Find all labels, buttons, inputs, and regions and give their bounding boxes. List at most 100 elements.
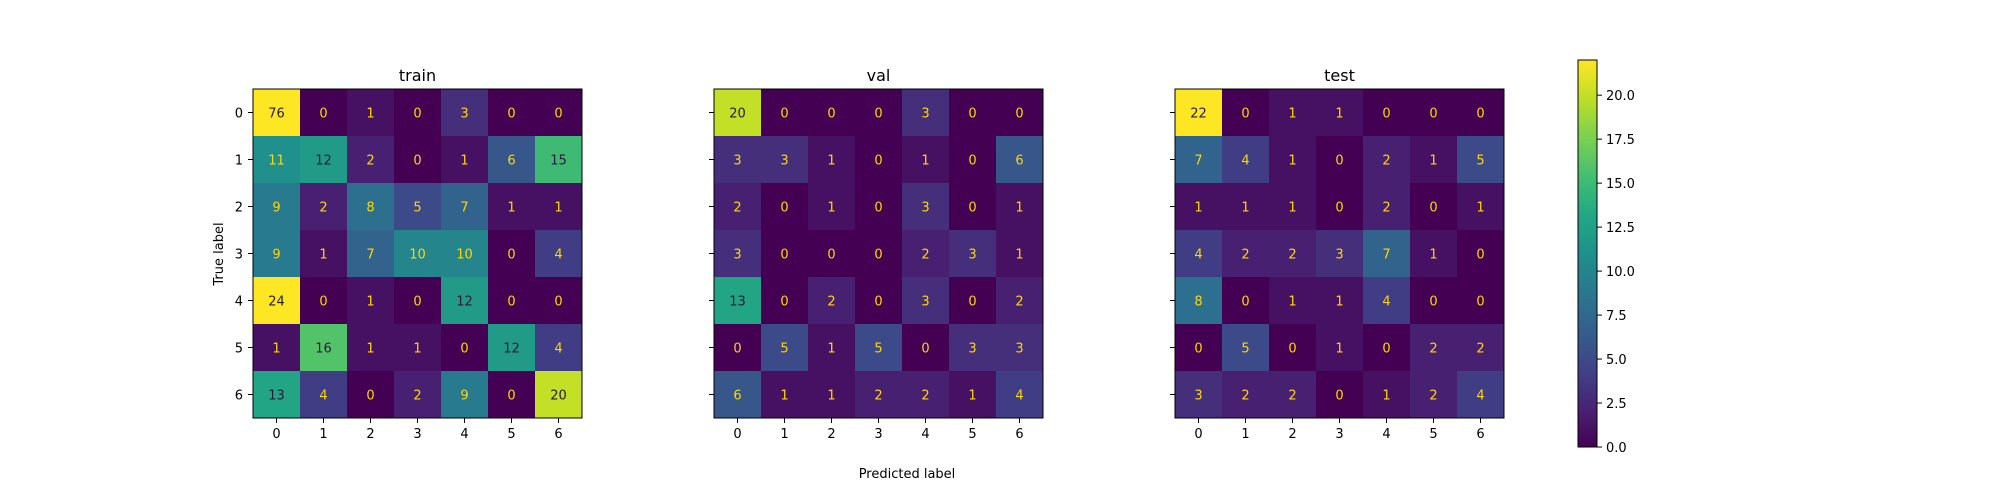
y-tick-label: 4 xyxy=(235,295,243,310)
cell-value-label: 0 xyxy=(968,201,976,216)
heatmap-cell xyxy=(1457,183,1504,230)
y-tick-label: 6 xyxy=(235,389,243,404)
heatmap-cell xyxy=(1269,136,1316,183)
heatmap-cell xyxy=(996,371,1043,418)
cell-value-label: 1 xyxy=(366,342,374,357)
cell-value-label: 2 xyxy=(366,154,374,169)
heatmap-cell xyxy=(535,277,582,324)
heatmap-cell xyxy=(488,136,535,183)
cell-value-label: 0 xyxy=(1382,342,1390,357)
cell-value-label: 0 xyxy=(1429,201,1437,216)
cell-value-label: 0 xyxy=(827,248,835,263)
colorbar-tick-label: 17.5 xyxy=(1606,133,1635,148)
cell-value-label: 1 xyxy=(366,107,374,122)
heatmap-cell xyxy=(300,277,347,324)
x-tick-label: 6 xyxy=(1015,427,1023,442)
heatmap-cell xyxy=(1175,371,1222,418)
cell-value-label: 1 xyxy=(1429,248,1437,263)
x-tick-label: 0 xyxy=(733,427,741,442)
colorbar-tick-label: 20.0 xyxy=(1606,89,1635,104)
heatmap-cell xyxy=(347,371,394,418)
y-tick-label: 5 xyxy=(235,342,243,357)
x-tick-label: 5 xyxy=(507,427,515,442)
heatmap-cell xyxy=(1457,89,1504,136)
colorbar-tick-label: 2.5 xyxy=(1606,397,1627,412)
heatmap-cell xyxy=(1457,277,1504,324)
cell-value-label: 0 xyxy=(1288,342,1296,357)
heatmap-cell xyxy=(902,183,949,230)
cell-value-label: 5 xyxy=(1476,154,1484,169)
heatmap-cell xyxy=(394,183,441,230)
cell-value-label: 0 xyxy=(507,389,515,404)
cell-value-label: 1 xyxy=(968,389,976,404)
cell-value-label: 7 xyxy=(1194,154,1202,169)
heatmap-cell xyxy=(996,183,1043,230)
x-tick-label: 2 xyxy=(1288,427,1296,442)
cell-value-label: 0 xyxy=(968,295,976,310)
cell-value-label: 12 xyxy=(503,342,520,357)
x-tick-label: 6 xyxy=(554,427,562,442)
heatmap-cell xyxy=(1410,324,1457,371)
cell-value-label: 13 xyxy=(268,389,285,404)
cell-value-label: 2 xyxy=(1476,342,1484,357)
cell-value-label: 1 xyxy=(1288,201,1296,216)
cell-value-label: 0 xyxy=(874,295,882,310)
heatmap-cell xyxy=(808,324,855,371)
heatmap-cell xyxy=(1363,230,1410,277)
heatmap-cell xyxy=(441,277,488,324)
cell-value-label: 0 xyxy=(1335,389,1343,404)
heatmap-cell xyxy=(1222,324,1269,371)
cell-value-label: 4 xyxy=(1241,154,1249,169)
cell-value-label: 3 xyxy=(968,342,976,357)
cell-value-label: 0 xyxy=(413,107,421,122)
heatmap-cell xyxy=(996,230,1043,277)
heatmap-cell xyxy=(761,89,808,136)
cell-value-label: 1 xyxy=(1335,107,1343,122)
panel-title: train xyxy=(399,66,436,85)
heatmap-cell xyxy=(949,371,996,418)
cell-value-label: 16 xyxy=(315,342,332,357)
cell-value-label: 2 xyxy=(1382,154,1390,169)
cell-value-label: 3 xyxy=(968,248,976,263)
cell-value-label: 1 xyxy=(827,154,835,169)
heatmap-cell xyxy=(714,277,761,324)
cell-value-label: 0 xyxy=(1476,295,1484,310)
heatmap-cell xyxy=(1363,371,1410,418)
cell-value-label: 3 xyxy=(460,107,468,122)
cell-value-label: 3 xyxy=(733,248,741,263)
heatmap-cell xyxy=(1457,324,1504,371)
cell-value-label: 2 xyxy=(921,248,929,263)
cell-value-label: 2 xyxy=(319,201,327,216)
cell-value-label: 76 xyxy=(268,107,285,122)
cell-value-label: 4 xyxy=(1194,248,1202,263)
cell-value-label: 0 xyxy=(507,295,515,310)
heatmap-cell xyxy=(949,183,996,230)
cell-value-label: 3 xyxy=(921,295,929,310)
heatmap-cell xyxy=(1222,89,1269,136)
cell-value-label: 3 xyxy=(921,107,929,122)
y-tick-label: 1 xyxy=(235,154,243,169)
y-tick-label: 0 xyxy=(235,107,243,122)
cell-value-label: 3 xyxy=(733,154,741,169)
cell-value-label: 7 xyxy=(1382,248,1390,263)
heatmap-cell xyxy=(347,136,394,183)
heatmap-cell xyxy=(855,230,902,277)
heatmap-cell xyxy=(394,324,441,371)
x-tick-label: 0 xyxy=(1194,427,1202,442)
heatmap-cell xyxy=(761,230,808,277)
heatmap-cell xyxy=(1457,136,1504,183)
cell-value-label: 9 xyxy=(272,248,280,263)
heatmap-cell xyxy=(902,371,949,418)
cell-value-label: 2 xyxy=(1241,389,1249,404)
heatmap-cell xyxy=(1363,277,1410,324)
heatmap-cell xyxy=(441,230,488,277)
cell-value-label: 0 xyxy=(1335,201,1343,216)
cell-value-label: 1 xyxy=(1476,201,1484,216)
cell-value-label: 1 xyxy=(780,389,788,404)
heatmap-cell xyxy=(535,324,582,371)
cell-value-label: 4 xyxy=(554,248,562,263)
heatmap-cell xyxy=(535,136,582,183)
heatmap-cell xyxy=(714,89,761,136)
cell-value-label: 1 xyxy=(507,201,515,216)
heatmap-cell xyxy=(996,136,1043,183)
